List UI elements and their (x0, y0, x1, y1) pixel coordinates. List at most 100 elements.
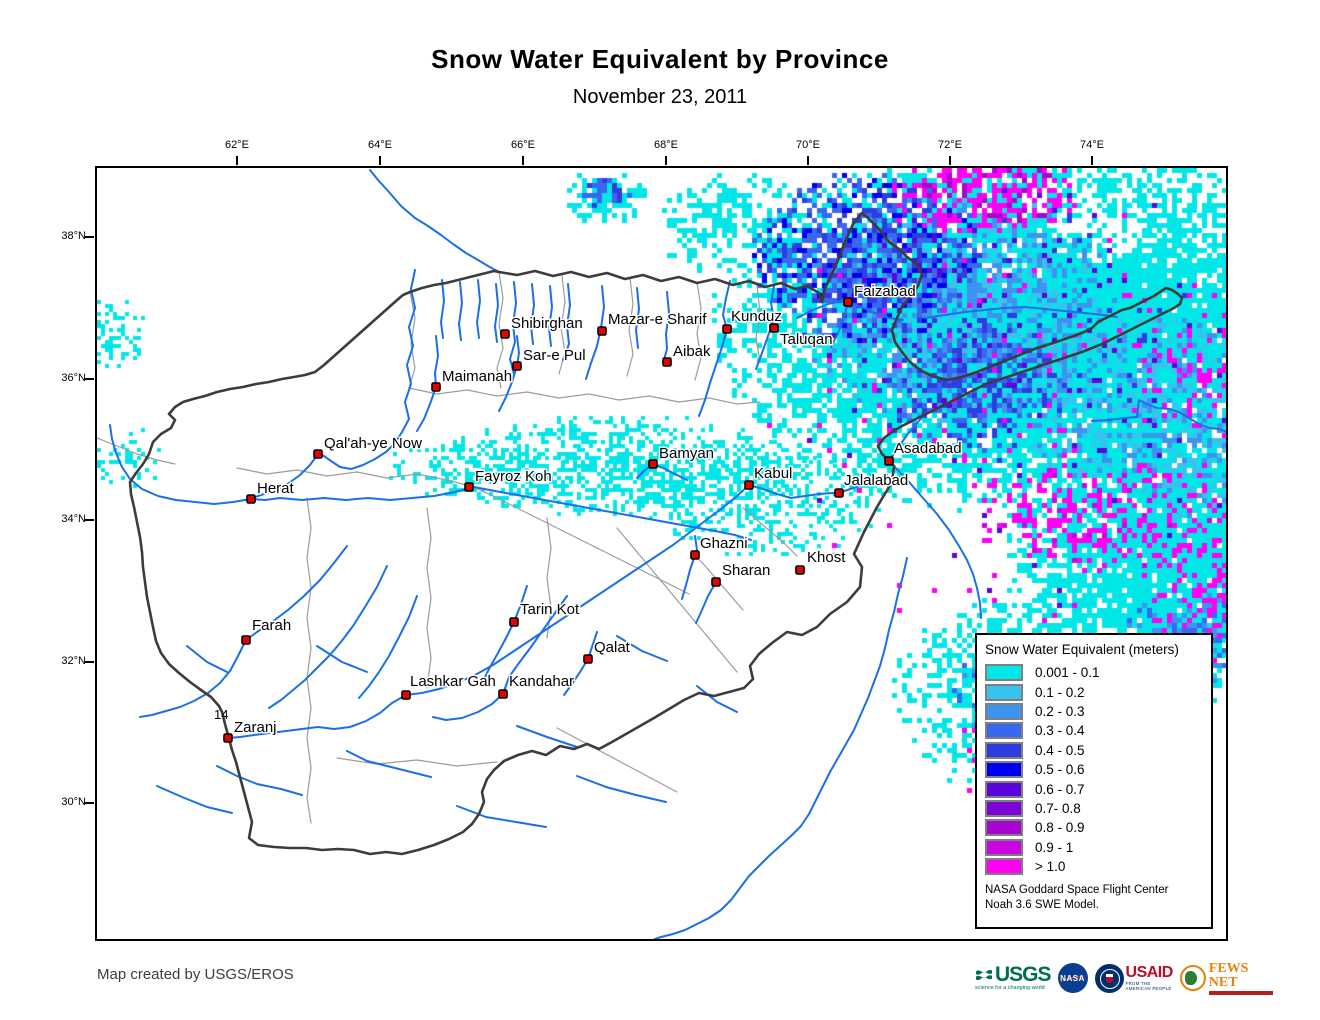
lat-tick-mark (85, 236, 94, 238)
lon-tick-label: 70°E (796, 139, 820, 151)
city-marker-kandahar (498, 689, 508, 699)
lat-tick-label: 34°N (61, 513, 86, 525)
city-label: Shibirghan (511, 315, 583, 332)
legend-label: 0.4 - 0.5 (1035, 742, 1085, 758)
city-marker-shibirghan (500, 329, 510, 339)
city-marker-jalalabad (834, 488, 844, 498)
province-boundary (306, 497, 312, 824)
province-boundary (546, 517, 552, 639)
lon-tick-mark (522, 156, 524, 165)
legend-note-line2: Noah 3.6 SWE Model. (985, 899, 1099, 912)
river (346, 750, 432, 778)
city-label: Taluqan (780, 331, 833, 348)
city-marker-mazar-e-sharif (597, 326, 607, 336)
legend-row: 0.9 - 1 (985, 838, 1211, 857)
city-label: Sharan (722, 562, 770, 579)
city-label: Bamyan (659, 445, 714, 462)
legend-label: 0.5 - 0.6 (1035, 762, 1085, 778)
city-marker-faizabad (843, 297, 853, 307)
city-label: Lashkar Gah (410, 673, 496, 690)
city-label: Asadabad (894, 440, 962, 457)
city-marker-herat (246, 494, 256, 504)
river (563, 631, 598, 696)
city-label: Faizabad (854, 283, 916, 300)
legend-label: 0.001 - 0.1 (1035, 665, 1100, 681)
legend-row: 0.7- 0.8 (985, 799, 1211, 818)
legend-swatch (985, 664, 1023, 682)
city-label: Fayroz Koh (475, 468, 552, 485)
legend-swatch (985, 838, 1023, 856)
map-frame: Faizabad Shibirghan Mazar-e Sharif Kunduz Ta… (95, 166, 1228, 941)
river (268, 565, 388, 709)
city-marker-farah (241, 635, 251, 645)
legend-rows: 0.001 - 0.1 0.1 - 0.2 0.2 - 0.3 0.3 - 0.4 0.… (985, 663, 1211, 876)
usgs-logo: USGS science for a changing world (975, 964, 1052, 992)
lat-tick-label: 32°N (61, 655, 86, 667)
city-marker-taluqan (769, 323, 779, 333)
province-boundary (616, 527, 738, 673)
river (636, 463, 688, 481)
legend-row: > 1.0 (985, 857, 1211, 876)
lon-tick-mark (665, 156, 667, 165)
city-marker-sar-e-pul (512, 361, 522, 371)
river (156, 785, 233, 814)
lon-tick-mark (379, 156, 381, 165)
river (476, 279, 481, 339)
river (562, 283, 571, 361)
city-marker-qalat (583, 654, 593, 664)
lon-tick-label: 72°E (938, 139, 962, 151)
city-label: Sar-e Pul (523, 347, 586, 364)
river (483, 585, 528, 680)
usgs-wave-icon (976, 969, 992, 980)
legend-swatch (985, 780, 1023, 798)
legend-row: 0.5 - 0.6 (985, 760, 1211, 779)
river (458, 281, 463, 341)
page-subtitle: November 23, 2011 (572, 86, 748, 108)
lat-tick-label: 36°N (61, 372, 86, 384)
nasa-logo-text: NASA (1060, 973, 1085, 983)
city-marker-sharan (711, 577, 721, 587)
province-boundary (426, 507, 432, 689)
lon-tick-mark (807, 156, 809, 165)
city-label: Zaranj (234, 719, 277, 736)
legend: Snow Water Equivalent (meters) 0.001 - 0… (975, 633, 1213, 929)
city-marker-zaranj (223, 733, 233, 743)
city-label: Aibak (673, 343, 711, 360)
stray-label-14: 14 (214, 707, 228, 722)
river (316, 645, 368, 673)
legend-title: Snow Water Equivalent (meters) (985, 642, 1179, 657)
river (924, 306, 1118, 319)
city-label: Kabul (754, 465, 792, 482)
river (139, 545, 348, 718)
river (893, 465, 982, 619)
legend-label: 0.9 - 1 (1035, 839, 1074, 855)
legend-swatch (985, 761, 1023, 779)
fewsnet-logo-text: FEWS NET (1208, 960, 1249, 990)
river (227, 484, 750, 739)
province-boundary (694, 281, 702, 381)
province-boundary (408, 291, 416, 389)
province-boundary (336, 757, 498, 767)
river (369, 169, 500, 273)
legend-label: 0.3 - 0.4 (1035, 723, 1085, 739)
lon-tick-label: 66°E (511, 139, 535, 151)
river (456, 805, 547, 828)
river (509, 281, 517, 375)
legend-label: 0.8 - 0.9 (1035, 820, 1085, 836)
river (317, 269, 416, 470)
legend-label: 0.6 - 0.7 (1035, 781, 1085, 797)
river (698, 280, 731, 417)
legend-row: 0.8 - 0.9 (985, 818, 1211, 837)
city-marker-khost (795, 565, 805, 575)
river (681, 535, 698, 600)
river (216, 765, 303, 796)
lon-tick-label: 62°E (225, 139, 249, 151)
province-boundary (742, 507, 798, 557)
lat-tick-mark (85, 378, 94, 380)
city-marker-kabul (744, 480, 754, 490)
legend-swatch (985, 858, 1023, 876)
river (696, 685, 738, 713)
page-title: Snow Water Equivalent by Province (431, 44, 889, 74)
usaid-logo-text: USAID (1125, 964, 1174, 981)
